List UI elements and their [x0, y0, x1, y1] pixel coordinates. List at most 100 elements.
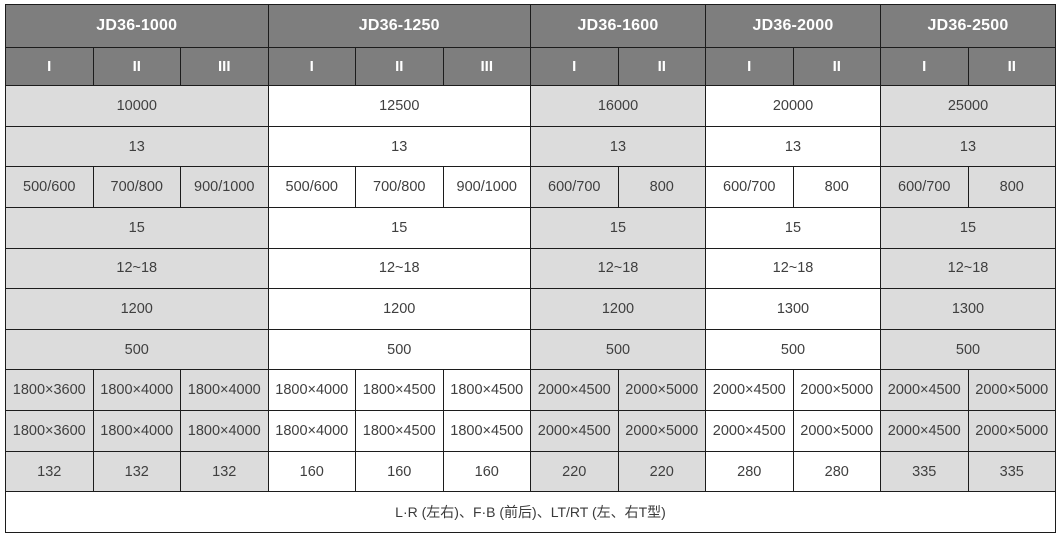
table-cell: 13: [705, 125, 881, 168]
table-cell: 132: [180, 450, 269, 493]
table-cell: 800: [792, 166, 881, 209]
table-cell: 900/1000: [442, 166, 531, 209]
table-cell: 335: [880, 450, 969, 493]
table-cell: 1800×4000: [180, 369, 269, 412]
table-cell: 1300: [705, 288, 881, 330]
table-cell: 1800×3600: [5, 410, 94, 452]
table-cell: 20000: [705, 85, 881, 127]
header-row: I II III I II III I II I II I II: [5, 46, 1056, 87]
table-cell: 600/700: [880, 166, 969, 209]
table-row: 12~18 12~18 12~18 12~18 12~18: [5, 247, 1056, 290]
table-cell: 12~18: [530, 247, 706, 290]
table-cell: 16000: [530, 85, 706, 127]
table-cell: 700/800: [92, 166, 181, 209]
header-cell: I: [530, 46, 619, 87]
header-cell: I: [267, 46, 356, 87]
table-cell: 2000×4500: [880, 369, 969, 412]
table-cell: 2000×5000: [967, 410, 1056, 452]
table-cell: 800: [967, 166, 1056, 209]
table-cell: 12~18: [880, 247, 1056, 290]
header-cell: II: [617, 46, 706, 87]
table-cell: 1200: [5, 288, 269, 330]
header-cell: I: [5, 46, 94, 87]
table-cell: 13: [880, 125, 1056, 168]
table-cell: 12~18: [705, 247, 881, 290]
header-cell: II: [792, 46, 881, 87]
table-row: 1800×3600 1800×4000 1800×4000 1800×4000 1800…: [5, 410, 1056, 452]
table-cell: 160: [442, 450, 531, 493]
spec-table-body: JD36-1000 JD36-1250 JD36-1600 JD36-2000 JD36…: [5, 4, 1056, 533]
table-cell: 15: [530, 207, 706, 249]
header-cell: JD36-1250: [267, 4, 531, 48]
table-row: 10000 12500 16000 20000 25000: [5, 85, 1056, 127]
table-cell: 220: [617, 450, 706, 493]
table-cell: 2000×4500: [705, 369, 794, 412]
spec-table: JD36-1000 JD36-1250 JD36-1600 JD36-2000 JD36…: [5, 4, 1056, 533]
table-cell: 280: [792, 450, 881, 493]
header-cell: II: [355, 46, 444, 87]
header-cell: I: [880, 46, 969, 87]
table-cell: 160: [267, 450, 356, 493]
header-cell: I: [705, 46, 794, 87]
table-cell: 1800×4500: [442, 410, 531, 452]
table-cell: 10000: [5, 85, 269, 127]
table-cell: 2000×4500: [530, 369, 619, 412]
table-cell: 500: [5, 328, 269, 371]
table-cell: 2000×4500: [705, 410, 794, 452]
table-cell: 15: [5, 207, 269, 249]
table-row: 132 132 132 160 160 160 220 220 280 280 335 335: [5, 450, 1056, 493]
footer-row: L·R (左右)、F·B (前后)、LT/RT (左、右T型): [5, 491, 1056, 533]
table-cell: 13: [267, 125, 531, 168]
table-cell: 335: [967, 450, 1056, 493]
header-cell: III: [442, 46, 531, 87]
table-row: 1200 1200 1200 1300 1300: [5, 288, 1056, 330]
table-cell: 700/800: [355, 166, 444, 209]
table-cell: 500/600: [5, 166, 94, 209]
header-cell: JD36-2000: [705, 4, 881, 48]
header-cell: II: [92, 46, 181, 87]
table-cell: 160: [355, 450, 444, 493]
table-cell: 900/1000: [180, 166, 269, 209]
table-cell: 1800×4000: [267, 410, 356, 452]
table-cell: 1800×4000: [180, 410, 269, 452]
table-cell: 500: [705, 328, 881, 371]
table-cell: 15: [880, 207, 1056, 249]
table-row: 15 15 15 15 15: [5, 207, 1056, 249]
table-cell: 1800×4000: [92, 410, 181, 452]
table-cell: 1800×4500: [355, 410, 444, 452]
table-cell: 2000×5000: [617, 369, 706, 412]
table-cell: 12~18: [5, 247, 269, 290]
table-cell: 13: [530, 125, 706, 168]
table-cell: L·R (左右)、F·B (前后)、LT/RT (左、右T型): [5, 491, 1056, 533]
table-row: 13 13 13 13 13: [5, 125, 1056, 168]
table-cell: 15: [705, 207, 881, 249]
table-cell: 25000: [880, 85, 1056, 127]
table-cell: 1800×3600: [5, 369, 94, 412]
header-row: JD36-1000 JD36-1250 JD36-1600 JD36-2000 JD36…: [5, 4, 1056, 48]
table-row: 1800×3600 1800×4000 1800×4000 1800×4000 1800…: [5, 369, 1056, 412]
table-cell: 2000×5000: [792, 410, 881, 452]
table-cell: 1200: [267, 288, 531, 330]
header-cell: III: [180, 46, 269, 87]
table-cell: 500/600: [267, 166, 356, 209]
table-cell: 500: [880, 328, 1056, 371]
table-cell: 2000×4500: [530, 410, 619, 452]
table-cell: 12~18: [267, 247, 531, 290]
header-cell: JD36-2500: [880, 4, 1056, 48]
table-cell: 600/700: [530, 166, 619, 209]
table-cell: 220: [530, 450, 619, 493]
table-cell: 2000×4500: [880, 410, 969, 452]
table-cell: 800: [617, 166, 706, 209]
table-cell: 1800×4000: [267, 369, 356, 412]
header-cell: JD36-1000: [5, 4, 269, 48]
table-cell: 500: [530, 328, 706, 371]
table-cell: 2000×5000: [792, 369, 881, 412]
table-cell: 1800×4500: [355, 369, 444, 412]
table-cell: 1800×4000: [92, 369, 181, 412]
table-cell: 2000×5000: [617, 410, 706, 452]
header-cell: II: [967, 46, 1056, 87]
table-row: 500/600 700/800 900/1000 500/600 700/800 900/…: [5, 166, 1056, 209]
table-cell: 13: [5, 125, 269, 168]
table-cell: 1300: [880, 288, 1056, 330]
